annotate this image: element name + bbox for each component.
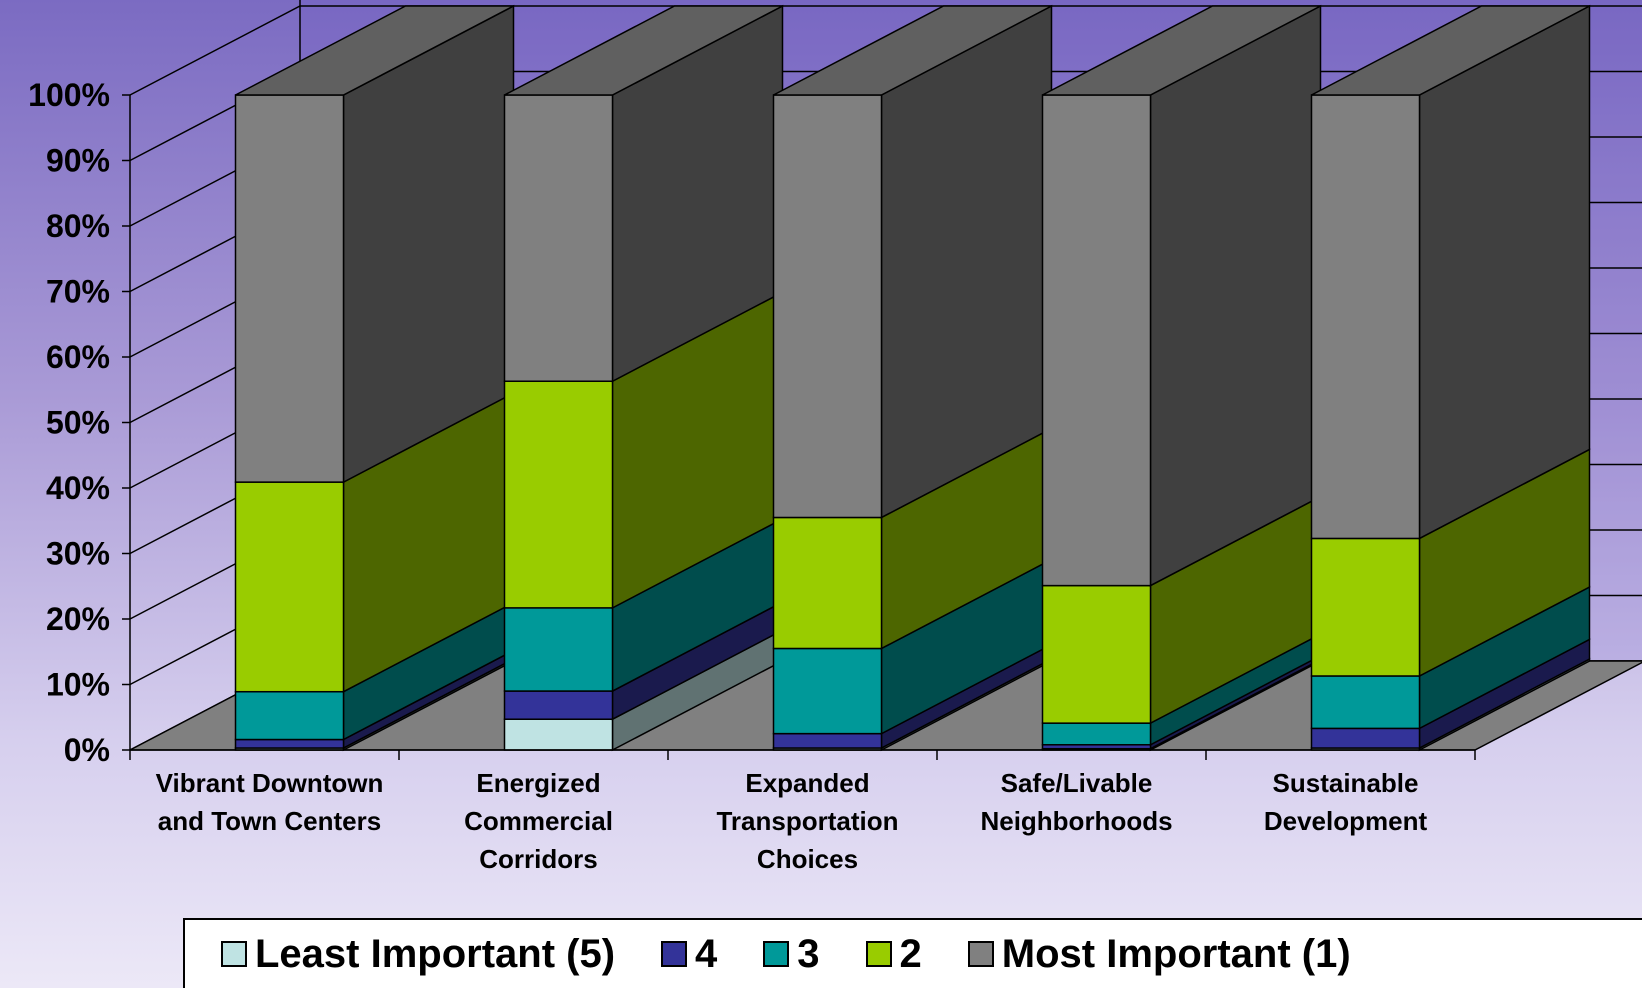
bar-segment xyxy=(772,94,883,519)
bar-top xyxy=(1311,5,1590,96)
y-tick-label: 10% xyxy=(46,667,110,703)
bar-segment xyxy=(234,738,345,749)
bar-segment xyxy=(503,690,614,720)
legend-swatch xyxy=(865,941,892,967)
bar-segment xyxy=(503,607,614,692)
bar-top xyxy=(773,5,1052,96)
bar-segment xyxy=(1310,727,1421,749)
bar-group xyxy=(234,4,515,752)
bar-group xyxy=(772,4,1053,752)
y-tick-label: 60% xyxy=(46,339,110,375)
legend-item-2: 2 xyxy=(865,931,922,977)
bar-segment xyxy=(503,718,614,751)
bar-side xyxy=(880,4,1053,519)
legend-item-4: 4 xyxy=(661,932,717,977)
legend-item-3: 3 xyxy=(763,931,820,977)
y-tick-label: 100% xyxy=(28,77,110,113)
y-tick-label: 40% xyxy=(46,470,110,506)
bar-side xyxy=(1418,4,1591,540)
y-tick-label: 0% xyxy=(64,732,110,768)
bar-segment xyxy=(234,94,345,483)
legend-label: Most Important (1) xyxy=(1001,931,1351,976)
bar-side xyxy=(1149,4,1322,587)
bar-top xyxy=(235,5,514,96)
legend-label: 4 xyxy=(695,931,718,976)
legend-swatch xyxy=(661,941,688,967)
y-tick-label: 70% xyxy=(46,274,110,310)
legend-label: Least Important (5) xyxy=(255,931,616,976)
y-tick-label: 90% xyxy=(46,143,110,179)
bar-segment xyxy=(772,732,883,749)
x-category-label: Safe/Livable Neighborhoods xyxy=(980,768,1172,836)
legend-swatch xyxy=(221,941,247,967)
legend-label: 2 xyxy=(899,931,922,976)
bar-segment xyxy=(234,481,345,693)
x-category-label: Vibrant Downtown and Town Centers xyxy=(156,768,384,836)
y-tick-label: 30% xyxy=(46,536,110,572)
x-category-label: Expanded Transportation Choices xyxy=(716,768,898,874)
bar-segment xyxy=(1041,722,1152,746)
legend-item-most-important: Most Important (1) xyxy=(967,931,1351,977)
bar-group xyxy=(503,4,784,752)
bar-segment xyxy=(503,94,614,382)
legend-swatch xyxy=(763,941,790,967)
x-category-label: Sustainable Development xyxy=(1264,768,1428,836)
y-tick-label: 20% xyxy=(46,601,110,637)
legend-swatch xyxy=(967,941,994,967)
bar-top xyxy=(1042,5,1321,96)
bar-segment xyxy=(234,690,345,741)
bar-top xyxy=(504,5,783,96)
bar-group xyxy=(1041,4,1322,752)
bar-segment xyxy=(1310,675,1421,730)
gridline xyxy=(129,5,1642,96)
bar-segment xyxy=(1041,584,1152,724)
y-tick-label: 50% xyxy=(46,405,110,441)
legend-label: 3 xyxy=(797,931,820,976)
legend: Least Important (5) 4 3 2 Most Important… xyxy=(183,918,1642,988)
bar-segment xyxy=(503,380,614,609)
bar-segment xyxy=(1310,537,1421,677)
bar-segment xyxy=(772,516,883,650)
legend-item-least-important: Least Important (5) xyxy=(221,932,615,977)
bar-segment xyxy=(1310,94,1421,540)
x-category-label: Energized Commercial Corridors xyxy=(464,768,613,874)
bar-segment xyxy=(772,647,883,735)
bar-group xyxy=(1310,4,1591,752)
bar-segment xyxy=(1041,94,1152,587)
y-tick-label: 80% xyxy=(46,208,110,244)
